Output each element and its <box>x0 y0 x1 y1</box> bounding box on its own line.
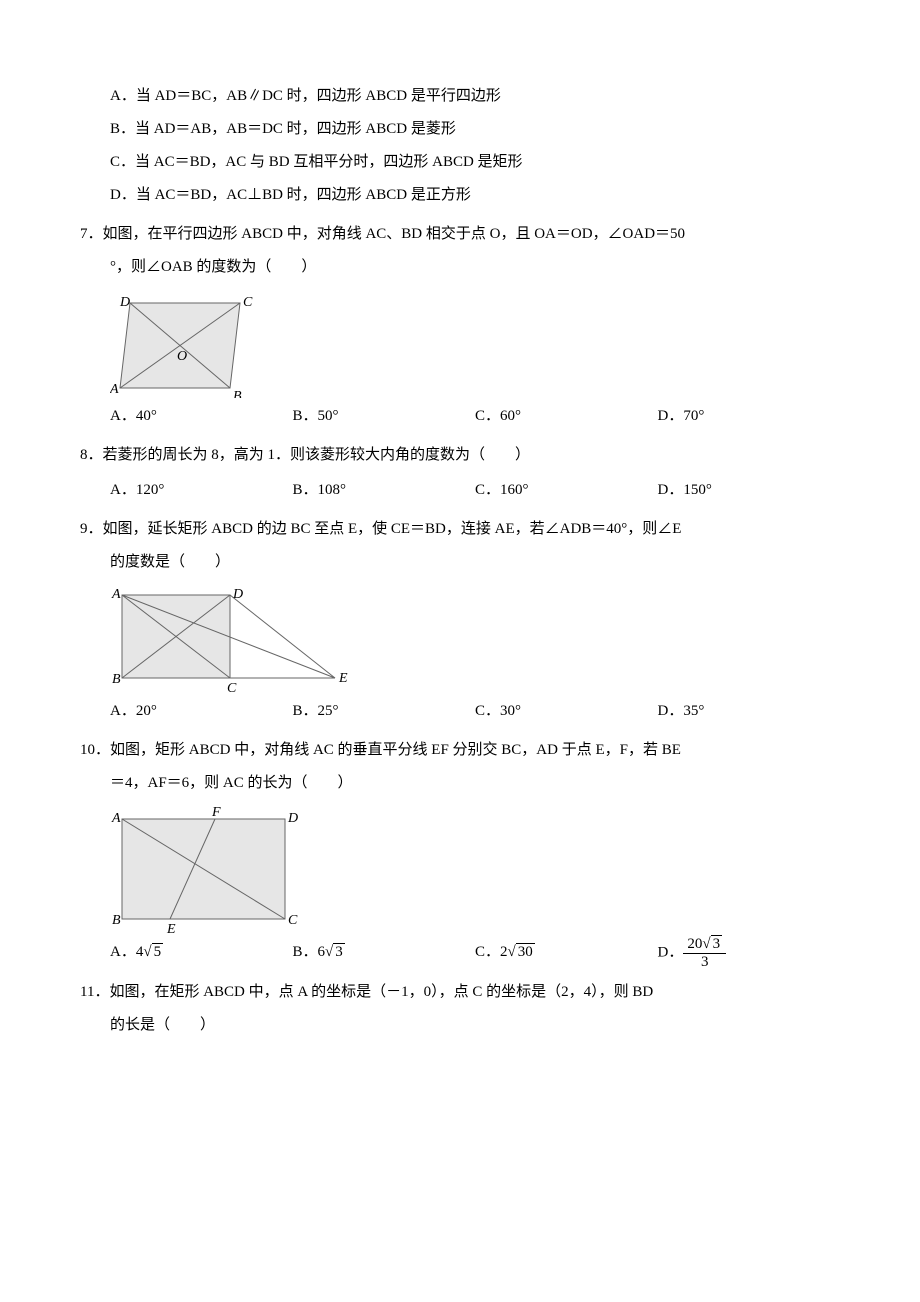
svg-text:F: F <box>211 805 221 820</box>
q10-optA-coef: 4 <box>136 944 144 960</box>
q11-stem1: 如图，在矩形 ABCD 中，点 A 的坐标是（－1，0），点 C 的坐标是（2，… <box>109 984 653 1000</box>
q9-options: A．20° B．25° C．30° D．35° <box>110 695 840 728</box>
q10-optB: B．6√3 <box>293 936 476 970</box>
q9-num: 9． <box>80 521 103 537</box>
q7-stem1: 如图，在平行四边形 ABCD 中，对角线 AC、BD 相交于点 O，且 OA＝O… <box>103 226 686 242</box>
svg-text:A: A <box>110 382 119 397</box>
q10-figure: A B C D E F <box>110 804 310 934</box>
q10-optD-den: 3 <box>683 954 726 971</box>
q10-optD: D．20√33 <box>658 936 841 970</box>
svg-text:D: D <box>119 295 130 310</box>
q10-options: A．4√5 B．6√3 C．2√30 D．20√33 <box>110 936 840 970</box>
q8: 8．若菱形的周长为 8，高为 1．则该菱形较大内角的度数为（ ） A．120° … <box>80 439 840 507</box>
q7-optB: B．50° <box>293 400 476 433</box>
q10-optC-prefix: C． <box>475 944 500 960</box>
svg-text:D: D <box>232 587 243 602</box>
q9: 9．如图，延长矩形 ABCD 的边 BC 至点 E，使 CE＝BD，连接 AE，… <box>80 513 840 728</box>
q9-optA: A．20° <box>110 695 293 728</box>
q10-optB-prefix: B． <box>293 944 318 960</box>
q9-optD: D．35° <box>658 695 841 728</box>
q8-optA: A．120° <box>110 474 293 507</box>
svg-text:B: B <box>112 672 121 687</box>
q8-optD: D．150° <box>658 474 841 507</box>
q11-num: 11． <box>80 984 109 1000</box>
q10-optA-prefix: A． <box>110 944 136 960</box>
q10-optA: A．4√5 <box>110 936 293 970</box>
q8-optC: C．160° <box>475 474 658 507</box>
q10-optC: C．2√30 <box>475 936 658 970</box>
q10: 10．如图，矩形 ABCD 中，对角线 AC 的垂直平分线 EF 分别交 BC，… <box>80 734 840 970</box>
q11: 11．如图，在矩形 ABCD 中，点 A 的坐标是（－1，0），点 C 的坐标是… <box>80 976 840 1042</box>
svg-text:A: A <box>111 811 121 826</box>
q9-optB: B．25° <box>293 695 476 728</box>
q9-stem1: 如图，延长矩形 ABCD 的边 BC 至点 E，使 CE＝BD，连接 AE，若∠… <box>103 521 682 537</box>
q6-optA: A．当 AD＝BC，AB∥DC 时，四边形 ABCD 是平行四边形 <box>110 80 840 113</box>
svg-text:A: A <box>111 587 121 602</box>
q7-optC: C．60° <box>475 400 658 433</box>
q9-optC: C．30° <box>475 695 658 728</box>
q8-optB: B．108° <box>293 474 476 507</box>
q7-stem-line1: 7．如图，在平行四边形 ABCD 中，对角线 AC、BD 相交于点 O，且 OA… <box>80 218 840 251</box>
svg-text:D: D <box>287 811 298 826</box>
q6-optC: C．当 AC＝BD，AC 与 BD 互相平分时，四边形 ABCD 是矩形 <box>110 146 840 179</box>
svg-text:C: C <box>288 913 298 928</box>
q10-stem1: 如图，矩形 ABCD 中，对角线 AC 的垂直平分线 EF 分别交 BC，AD … <box>110 742 681 758</box>
svg-text:B: B <box>112 913 121 928</box>
q10-stem-line1: 10．如图，矩形 ABCD 中，对角线 AC 的垂直平分线 EF 分别交 BC，… <box>80 734 840 767</box>
q9-stem-line2: 的度数是（ ） <box>110 546 840 579</box>
q11-stem-line1: 11．如图，在矩形 ABCD 中，点 A 的坐标是（－1，0），点 C 的坐标是… <box>80 976 840 1009</box>
q10-optD-num-coef: 20 <box>687 936 702 952</box>
svg-text:E: E <box>166 922 176 934</box>
q7-options: A．40° B．50° C．60° D．70° <box>110 400 840 433</box>
q9-figure: A B C D E <box>110 583 350 693</box>
q8-stem-text: 若菱形的周长为 8，高为 1．则该菱形较大内角的度数为（ ） <box>103 447 531 463</box>
svg-text:B: B <box>233 389 242 398</box>
q7-num: 7． <box>80 226 103 242</box>
svg-text:C: C <box>243 295 253 310</box>
q7-stem-line2: °，则∠OAB 的度数为（ ） <box>110 251 840 284</box>
q6-optB: B．当 AD＝AB，AB＝DC 时，四边形 ABCD 是菱形 <box>110 113 840 146</box>
q10-stem-line2: ＝4，AF＝6，则 AC 的长为（ ） <box>110 767 840 800</box>
q10-optA-rad: 5 <box>152 943 164 960</box>
svg-text:O: O <box>177 349 187 364</box>
q10-optD-prefix: D． <box>658 944 684 960</box>
q7-optA: A．40° <box>110 400 293 433</box>
q10-optD-num-rad: 3 <box>711 935 723 952</box>
q11-stem-line2: 的长是（ ） <box>110 1009 840 1042</box>
q10-num: 10． <box>80 742 110 758</box>
q6-optD: D．当 AC＝BD，AC⊥BD 时，四边形 ABCD 是正方形 <box>110 179 840 212</box>
q7-figure: A B C D O <box>110 288 280 398</box>
q10-optC-rad: 30 <box>516 943 535 960</box>
q7-optD: D．70° <box>658 400 841 433</box>
q8-options: A．120° B．108° C．160° D．150° <box>110 474 840 507</box>
q10-optB-coef: 6 <box>318 944 326 960</box>
q7: 7．如图，在平行四边形 ABCD 中，对角线 AC、BD 相交于点 O，且 OA… <box>80 218 840 433</box>
q8-num: 8． <box>80 447 103 463</box>
q6-options: A．当 AD＝BC，AB∥DC 时，四边形 ABCD 是平行四边形 B．当 AD… <box>80 80 840 212</box>
q9-stem-line1: 9．如图，延长矩形 ABCD 的边 BC 至点 E，使 CE＝BD，连接 AE，… <box>80 513 840 546</box>
svg-text:C: C <box>227 681 237 693</box>
q8-stem: 8．若菱形的周长为 8，高为 1．则该菱形较大内角的度数为（ ） <box>80 439 840 472</box>
svg-text:E: E <box>338 671 348 686</box>
q10-optC-coef: 2 <box>500 944 508 960</box>
q10-optB-rad: 3 <box>333 943 345 960</box>
